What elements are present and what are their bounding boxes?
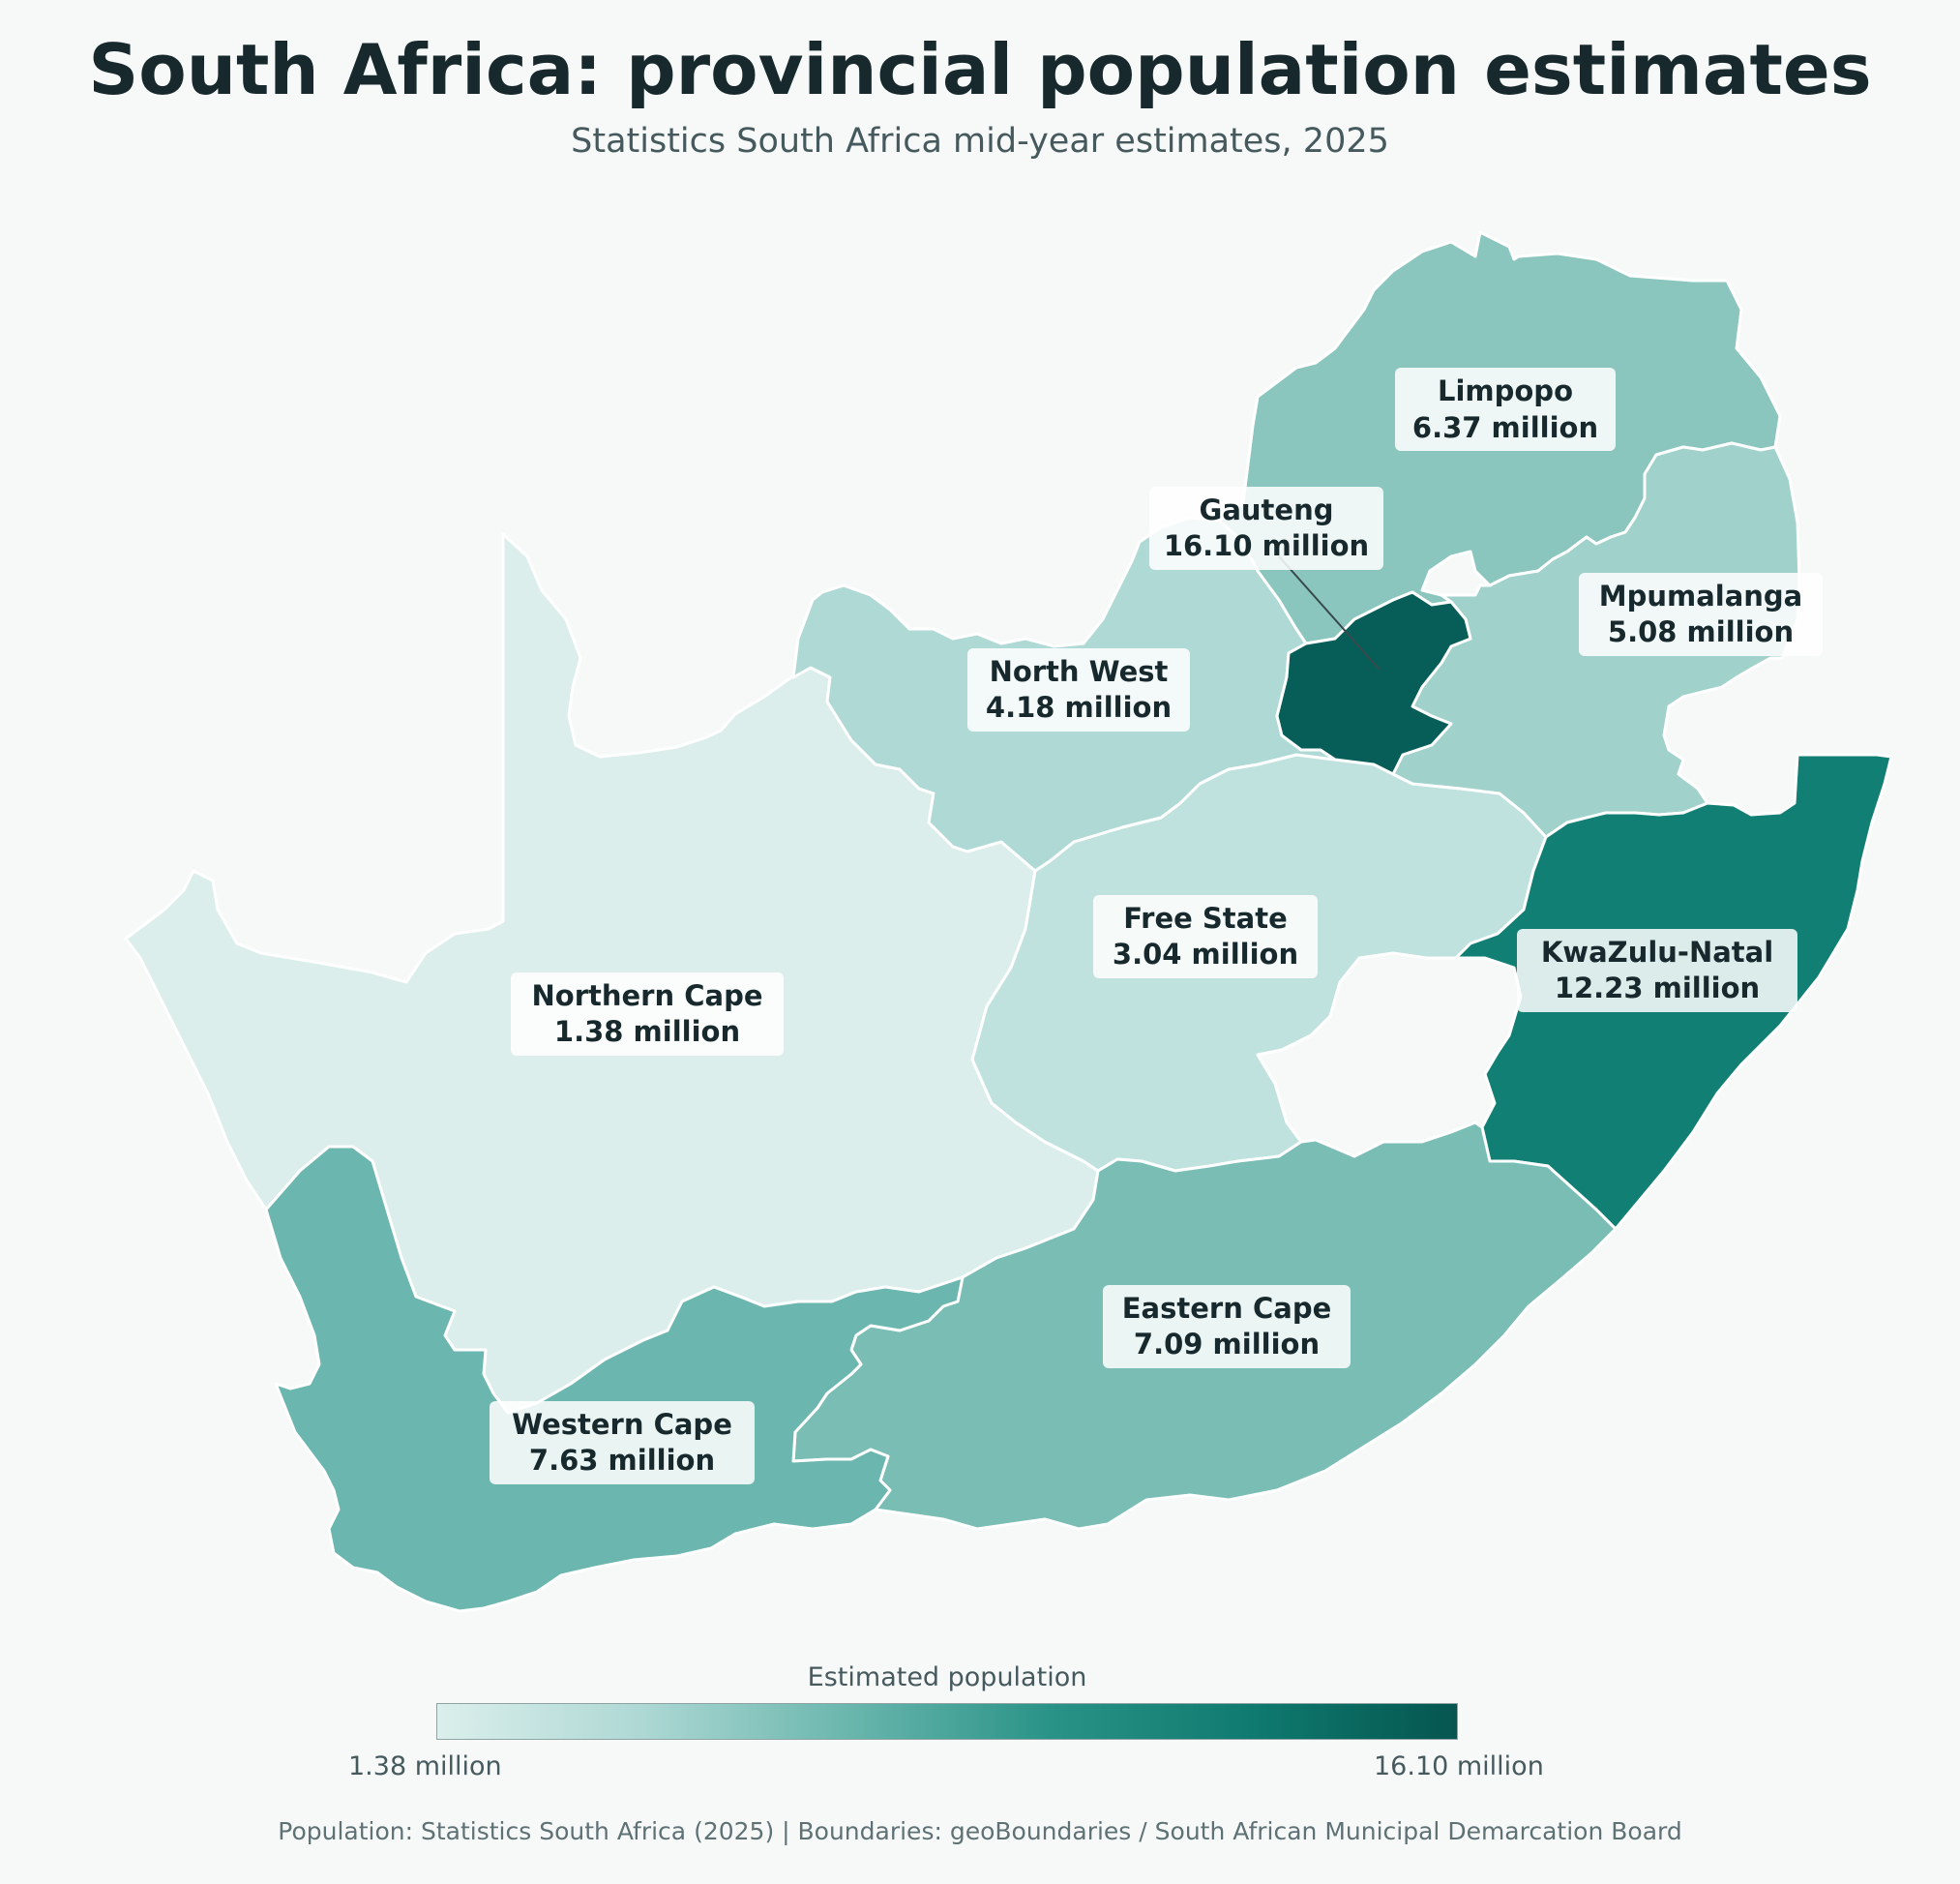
label-free-state-name: Free State [1123,902,1288,935]
south-africa-map: Limpopo 6.37 million Gauteng 16.10 milli… [124,230,1893,1613]
label-north-west: North West 4.18 million [967,648,1190,732]
label-western-cape-name: Western Cape [512,1408,732,1441]
label-eastern-cape-name: Eastern Cape [1122,1292,1332,1325]
label-limpopo: Limpopo 6.37 million [1395,368,1616,451]
label-northern-cape-value: 1.38 million [554,1015,740,1048]
label-mpumalanga-name: Mpumalanga [1599,580,1803,613]
legend-color-bar [436,1703,1458,1740]
label-kwazulu-natal-name: KwaZulu-Natal [1541,936,1773,969]
label-eastern-cape-value: 7.09 million [1134,1328,1320,1361]
label-free-state: Free State 3.04 million [1093,895,1318,978]
legend-title: Estimated population [807,1662,1087,1692]
label-limpopo-name: Limpopo [1438,374,1573,407]
source-note: Population: Statistics South Africa (202… [278,1817,1682,1845]
label-western-cape: Western Cape 7.63 million [490,1401,755,1484]
label-northern-cape-name: Northern Cape [532,979,763,1012]
province-gauteng[interactable] [1275,590,1472,776]
label-limpopo-value: 6.37 million [1412,411,1598,444]
label-mpumalanga-value: 5.08 million [1608,615,1794,648]
label-eastern-cape: Eastern Cape 7.09 million [1103,1285,1351,1368]
legend-max-label: 16.10 million [1374,1751,1544,1781]
label-gauteng: Gauteng 16.10 million [1149,487,1383,570]
label-north-west-value: 4.18 million [986,691,1172,724]
label-kwazulu-natal-value: 12.23 million [1555,972,1760,1004]
label-kwazulu-natal: KwaZulu-Natal 12.23 million [1517,929,1797,1012]
label-northern-cape: Northern Cape 1.38 million [511,972,784,1056]
legend-min-label: 1.38 million [348,1751,502,1781]
label-western-cape-value: 7.63 million [529,1444,715,1477]
label-gauteng-value: 16.10 million [1164,529,1369,562]
label-free-state-value: 3.04 million [1113,938,1298,971]
map-title: South Africa: provincial population esti… [88,29,1872,110]
label-gauteng-name: Gauteng [1200,493,1334,526]
label-mpumalanga: Mpumalanga 5.08 million [1579,573,1823,656]
map-subtitle: Statistics South Africa mid-year estimat… [571,122,1389,161]
label-north-west-name: North West [990,655,1169,688]
gauteng-leader-line [1278,555,1381,671]
